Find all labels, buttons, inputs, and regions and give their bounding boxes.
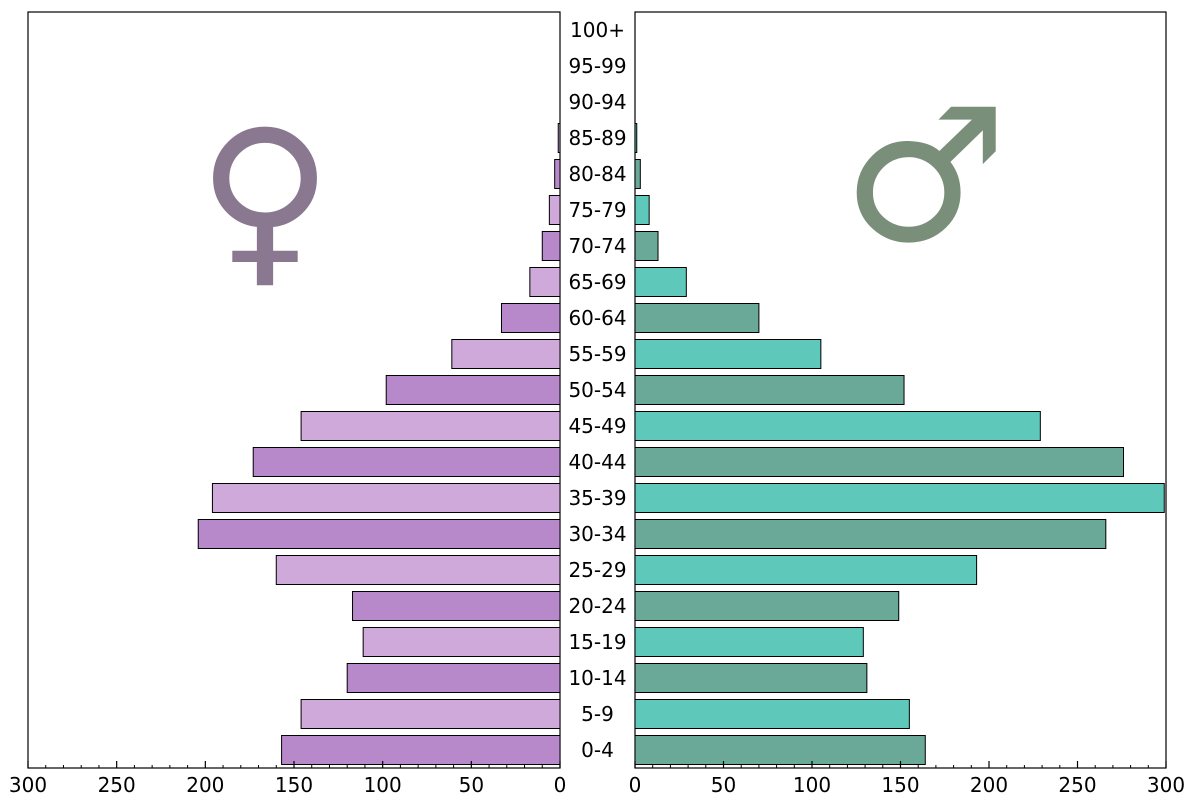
age-group-label: 80-84	[568, 162, 626, 186]
male-bar-20-24	[634, 591, 900, 621]
female-axis-tick-label: 200	[186, 773, 224, 796]
female-bar-10-14	[346, 663, 561, 693]
age-group-label: 5-9	[581, 702, 614, 726]
female-bar-70-74	[541, 231, 561, 261]
male-x-axis: 0 50 100 150 200 250 300	[629, 761, 1185, 796]
age-group-label: 55-59	[568, 342, 626, 366]
female-axis-tick-label: 0	[554, 773, 567, 796]
male-bar-0-4	[634, 735, 926, 765]
female-bar-35-39	[211, 483, 561, 513]
male-axis-tick-label: 100	[793, 773, 831, 796]
age-group-label: 15-19	[568, 630, 626, 654]
age-group-label: 0-4	[581, 738, 614, 762]
male-axis-tick-label: 150	[881, 773, 919, 796]
male-bar-10-14	[634, 663, 868, 693]
male-bar-70-74	[634, 231, 659, 261]
female-axis-tick-label: 150	[275, 773, 313, 796]
male-bar-50-54	[634, 375, 905, 405]
male-axis-tick-label: 250	[1058, 773, 1096, 796]
male-bar-85-89	[634, 123, 638, 153]
age-group-label: 65-69	[568, 270, 626, 294]
age-group-label: 30-34	[568, 522, 626, 546]
age-group-label: 10-14	[568, 666, 626, 690]
male-symbol-icon: ♂	[842, 68, 1008, 284]
age-group-label: 75-79	[568, 198, 626, 222]
female-bar-60-64	[500, 303, 561, 333]
male-bar-80-84	[634, 159, 641, 189]
male-axis-tick-label: 0	[629, 773, 642, 796]
male-axis-tick-label: 300	[1147, 773, 1185, 796]
age-group-label: 100+	[570, 18, 625, 42]
female-panel	[27, 11, 561, 769]
age-group-labels: 0-4 5-9 10-14 15-19 20-24 25-29 30-34 35-39 40-4…	[568, 18, 626, 762]
age-group-label: 25-29	[568, 558, 626, 582]
female-bar-55-59	[451, 339, 561, 369]
age-group-label: 40-44	[568, 450, 626, 474]
male-bar-40-44	[634, 447, 1125, 477]
male-bar-35-39	[634, 483, 1165, 513]
male-axis-tick-label: 50	[711, 773, 736, 796]
age-group-label: 85-89	[568, 126, 626, 150]
age-group-label: 95-99	[568, 54, 626, 78]
female-axis-tick-label: 250	[98, 773, 136, 796]
female-bar-20-24	[352, 591, 561, 621]
male-panel	[634, 11, 1167, 769]
female-bar-45-49	[300, 411, 561, 441]
age-group-label: 45-49	[568, 414, 626, 438]
male-bar-25-29	[634, 555, 978, 585]
male-bar-15-19	[634, 627, 864, 657]
male-bar-55-59	[634, 339, 822, 369]
male-bar-60-64	[634, 303, 760, 333]
male-bar-45-49	[634, 411, 1041, 441]
female-bar-80-84	[554, 159, 561, 189]
age-group-label: 50-54	[568, 378, 626, 402]
male-axis-tick-label: 200	[970, 773, 1008, 796]
female-bar-85-89	[557, 123, 561, 153]
female-bar-40-44	[252, 447, 561, 477]
male-bar-75-79	[634, 195, 650, 225]
female-axis-tick-label: 300	[9, 773, 47, 796]
female-x-axis: 300 250 200 150 100 50 0	[9, 761, 566, 796]
female-bar-30-34	[197, 519, 561, 549]
age-group-label: 60-64	[568, 306, 626, 330]
age-group-label: 20-24	[568, 594, 626, 618]
male-bar-65-69	[634, 267, 687, 297]
male-bar-30-34	[634, 519, 1107, 549]
female-bar-75-79	[548, 195, 561, 225]
male-bar-5-9	[634, 699, 910, 729]
age-group-label: 35-39	[568, 486, 626, 510]
female-bar-5-9	[300, 699, 561, 729]
female-axis-tick-label: 100	[364, 773, 402, 796]
age-group-label: 70-74	[568, 234, 626, 258]
female-bar-50-54	[385, 375, 561, 405]
female-bar-15-19	[362, 627, 561, 657]
female-symbol-icon: ♀	[197, 90, 333, 306]
female-bar-25-29	[275, 555, 561, 585]
female-bar-0-4	[281, 735, 561, 765]
age-group-label: 90-94	[568, 90, 626, 114]
female-axis-tick-label: 50	[459, 773, 484, 796]
female-bar-65-69	[529, 267, 561, 297]
